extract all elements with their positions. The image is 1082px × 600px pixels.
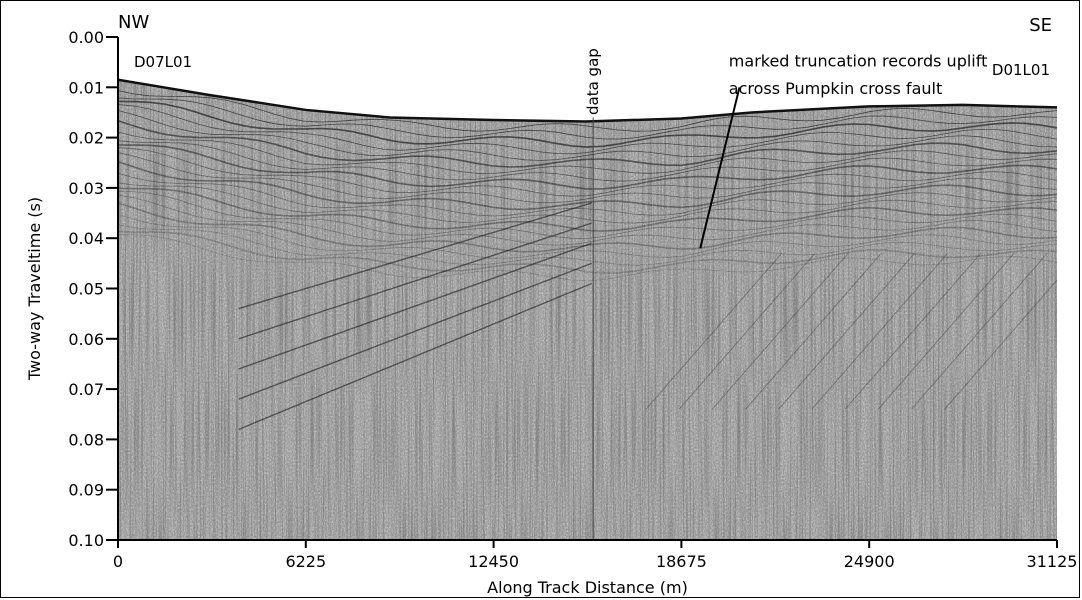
reflector-band xyxy=(118,213,1057,259)
y-ticks: 0.00 0.01 0.02 0.03 0.04 0.05 0.06 0.07 0.08 0.09… xyxy=(68,28,118,550)
annotation-pointer-line xyxy=(699,87,741,249)
corner-label-se: SE xyxy=(1029,15,1052,36)
y-tick-label: 0.03 xyxy=(68,179,104,198)
dipping-reflector xyxy=(877,252,1015,410)
dipping-reflector xyxy=(911,252,1048,410)
reflector-band xyxy=(118,147,1057,197)
reflector-band xyxy=(118,100,1057,148)
dipping-reflector xyxy=(811,252,949,410)
reflector-band xyxy=(118,224,1057,266)
data-gap-label: data gap xyxy=(584,48,602,115)
y-tick-label: 0.07 xyxy=(68,380,104,399)
x-tick-label: 12450 xyxy=(468,552,519,571)
x-axis-title: Along Track Distance (m) xyxy=(487,578,688,597)
plot-area xyxy=(118,37,1057,540)
y-tick-label: 0.10 xyxy=(68,531,104,550)
reflector-band xyxy=(118,194,1057,246)
dipping-reflector xyxy=(711,252,849,410)
reflector-band xyxy=(118,187,1057,232)
dipping-reflector xyxy=(778,252,915,410)
x-tick-label: 31125 xyxy=(1027,552,1078,571)
axes-group: 0.00 0.01 0.02 0.03 0.04 0.05 0.06 0.07 0.08 0.09… xyxy=(68,28,1077,571)
reflector-band xyxy=(118,104,1057,155)
reflector-band xyxy=(118,234,1057,282)
dipping-reflector xyxy=(745,252,882,410)
x-tick-label: 6225 xyxy=(285,552,326,571)
reflector-band xyxy=(118,182,1057,224)
y-axis-title: Two-way Traveltime (s) xyxy=(25,197,44,381)
reflector-group xyxy=(118,90,1057,430)
annotation-group: marked truncation records uplift across P… xyxy=(729,52,988,99)
reflector-band xyxy=(118,161,1057,211)
annotation-text: marked truncation records uplift xyxy=(729,52,988,71)
reflector-band xyxy=(118,97,1057,140)
reflector-band xyxy=(118,131,1057,174)
reflector-band xyxy=(118,119,1057,168)
dipping-reflector xyxy=(238,222,592,340)
y-tick-label: 0.04 xyxy=(68,229,104,248)
reflector-band xyxy=(118,230,1057,274)
x-tick-label: 24900 xyxy=(844,552,895,571)
dipping-reflector xyxy=(238,262,592,400)
x-ticks: 0 6225 12450 18675 24900 31125 xyxy=(113,540,1078,571)
reflector-band xyxy=(118,152,1057,204)
y-tick-label: 0.06 xyxy=(68,330,104,349)
dipping-reflector xyxy=(844,252,982,410)
y-tick-label: 0.09 xyxy=(68,481,104,500)
y-tick-label: 0.00 xyxy=(68,28,104,47)
dipping-reflector xyxy=(238,242,592,370)
annotation-text: across Pumpkin cross fault xyxy=(729,79,942,98)
reflector-band xyxy=(118,172,1057,217)
x-tick-label: 18675 xyxy=(656,552,707,571)
y-tick-label: 0.02 xyxy=(68,129,104,148)
dipping-reflector xyxy=(238,202,592,310)
reflector-band xyxy=(118,144,1057,190)
corner-label-nw: NW xyxy=(118,12,149,33)
reflector-band xyxy=(118,90,1057,132)
y-tick-label: 0.08 xyxy=(68,430,104,449)
dipping-reflector xyxy=(238,282,592,430)
dipping-reflector xyxy=(944,252,1057,410)
vertical-streak-texture xyxy=(118,79,1057,540)
dipping-reflector xyxy=(645,252,783,410)
seafloor-reflector xyxy=(118,78,1057,123)
reflector-band xyxy=(118,190,1057,239)
dipping-reflector xyxy=(678,252,816,410)
reflector-band xyxy=(118,110,1057,161)
line-id-right: D01L01 xyxy=(992,61,1050,79)
y-tick-label: 0.01 xyxy=(68,78,104,97)
reflector-band xyxy=(118,140,1057,182)
x-tick-label: 0 xyxy=(113,552,123,571)
line-id-left: D07L01 xyxy=(134,53,192,71)
y-tick-label: 0.05 xyxy=(68,280,104,299)
